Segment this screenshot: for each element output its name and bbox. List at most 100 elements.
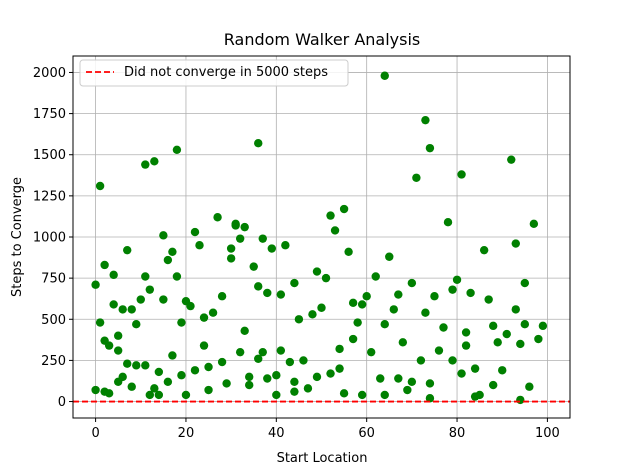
data-point [470, 392, 480, 401]
data-point [254, 354, 263, 363]
data-point [498, 366, 507, 375]
data-point [303, 384, 313, 393]
data-point [141, 272, 150, 281]
data-point [217, 292, 227, 301]
data-point [529, 219, 539, 229]
data-point [362, 292, 371, 301]
data-point [484, 295, 493, 304]
data-point [272, 390, 281, 400]
data-point [425, 379, 435, 388]
x-tick-label: 40 [268, 426, 285, 441]
data-point [339, 389, 349, 398]
data-point [91, 385, 100, 395]
data-point [443, 217, 453, 227]
data-point [95, 181, 105, 191]
x-tick-label: 80 [449, 426, 466, 441]
data-point [150, 157, 159, 166]
data-point [263, 374, 272, 383]
data-point [520, 320, 530, 329]
y-tick-label: 250 [41, 354, 66, 369]
data-point [258, 347, 267, 357]
data-point [249, 262, 258, 271]
data-point [448, 285, 457, 294]
data-point [425, 394, 435, 403]
data-point [245, 380, 254, 390]
x-tick-label: 20 [178, 426, 195, 441]
data-point [190, 366, 200, 375]
data-point [394, 290, 403, 299]
data-point [357, 390, 367, 400]
data-point [493, 338, 502, 347]
data-point [412, 173, 421, 182]
data-point [380, 320, 389, 329]
data-point [394, 374, 403, 383]
y-tick-label: 750 [41, 272, 66, 287]
data-point [339, 204, 349, 214]
x-axis-ticks: 0 20 40 60 80 100 [91, 418, 560, 441]
data-point [407, 377, 417, 386]
y-axis-label: Steps to Converge [10, 177, 25, 297]
data-point [461, 341, 471, 350]
y-axis-ticks: 0 250 500 750 1000 1250 1500 1750 2000 [33, 66, 73, 410]
data-point [407, 278, 417, 288]
data-point [299, 356, 308, 365]
data-point [520, 278, 530, 288]
x-axis-label: Start Location [277, 451, 368, 466]
data-point [154, 367, 164, 377]
data-point [290, 377, 299, 386]
data-point [263, 288, 272, 298]
data-point [132, 361, 141, 370]
data-point [141, 361, 150, 370]
data-point [113, 346, 123, 355]
y-tick-label: 2000 [33, 66, 66, 81]
data-point [439, 323, 448, 332]
data-point [385, 252, 394, 261]
data-point [398, 338, 408, 347]
data-point [326, 211, 335, 220]
y-tick-label: 1750 [33, 107, 66, 122]
data-point [168, 247, 177, 257]
data-point [380, 71, 389, 80]
data-point [91, 280, 100, 289]
data-point [199, 313, 209, 322]
data-point [421, 308, 430, 317]
data-point [348, 298, 358, 308]
data-point [317, 303, 326, 312]
data-point [276, 346, 286, 355]
data-point [312, 267, 322, 276]
data-point [231, 219, 240, 229]
data-point [285, 357, 295, 367]
data-point [430, 292, 439, 301]
data-point [145, 390, 155, 400]
data-point [281, 241, 290, 250]
data-point [123, 245, 132, 255]
data-point [290, 278, 299, 288]
data-point [488, 380, 498, 390]
grid [73, 56, 570, 418]
data-point [461, 328, 471, 337]
legend-box [79, 59, 349, 87]
data-point [389, 305, 398, 314]
data-point [145, 285, 155, 294]
data-point [240, 326, 249, 335]
data-point [479, 245, 489, 255]
data-point [150, 384, 159, 393]
data-point [226, 254, 236, 263]
data-point [118, 305, 127, 314]
data-point [190, 227, 200, 237]
data-point [181, 390, 191, 400]
data-point [217, 357, 227, 367]
data-point [344, 247, 353, 257]
data-point [416, 356, 426, 365]
data-point [154, 390, 164, 400]
data-point [380, 390, 389, 400]
data-point [466, 288, 475, 298]
data-point [254, 139, 263, 148]
data-point [434, 346, 444, 355]
data-point [308, 310, 317, 319]
data-point [488, 321, 498, 331]
data-point [213, 213, 222, 222]
data-point [104, 389, 114, 398]
legend-label: Did not converge in 5000 steps [124, 65, 328, 80]
data-point [267, 244, 276, 253]
